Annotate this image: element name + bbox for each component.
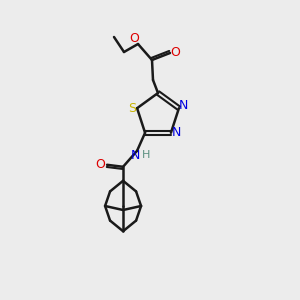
Text: N: N <box>179 99 189 112</box>
Text: S: S <box>128 102 136 115</box>
Text: N: N <box>130 149 140 162</box>
Text: N: N <box>172 126 182 139</box>
Text: O: O <box>170 46 180 59</box>
Text: O: O <box>129 32 139 46</box>
Text: O: O <box>95 158 105 171</box>
Text: H: H <box>142 150 150 160</box>
